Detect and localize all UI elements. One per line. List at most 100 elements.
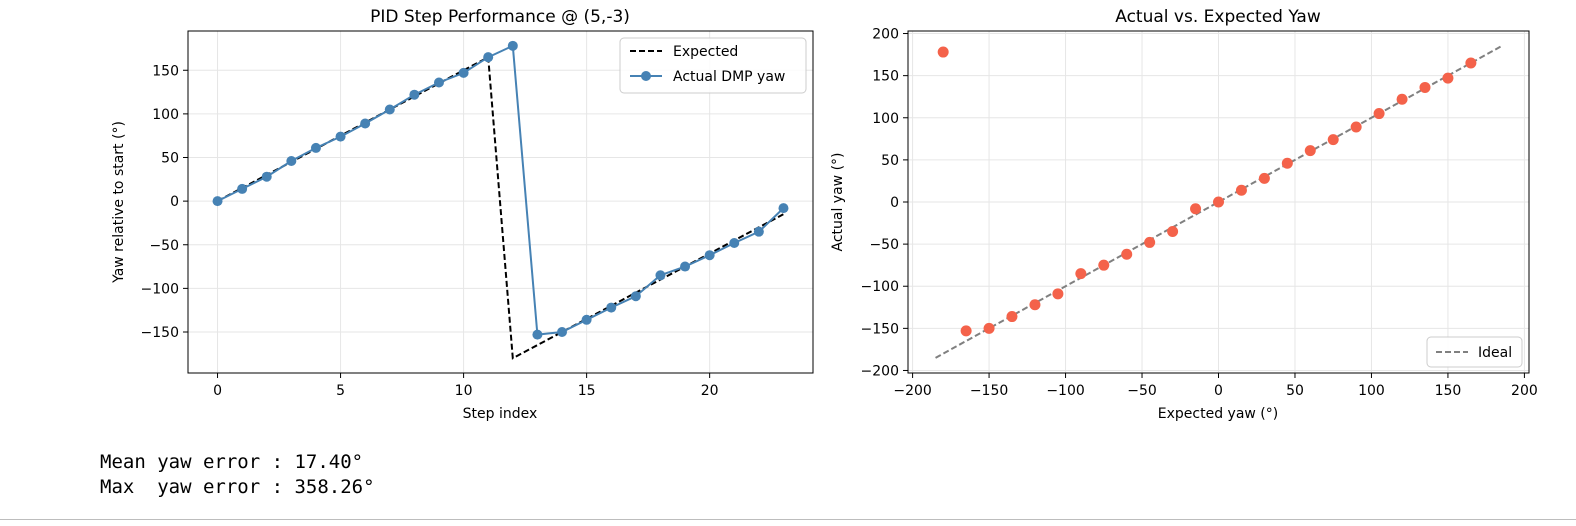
chart-left-xlabel: Step index — [463, 406, 538, 422]
cell-divider — [0, 519, 1576, 520]
chart-right: Actual vs. Expected Yaw −200 −150 −100 −50 0… — [830, 7, 1538, 422]
actual-point — [557, 326, 568, 337]
right-ytick-label: −100 — [861, 279, 899, 295]
actual-point — [680, 261, 691, 272]
chart-left-series — [212, 40, 789, 360]
legend-label-actual: Actual DMP yaw — [673, 69, 785, 85]
chart-left-legend: Expected Actual DMP yaw — [619, 37, 807, 94]
actual-point — [729, 238, 740, 249]
actual-point — [753, 226, 764, 237]
actual-point — [483, 52, 494, 63]
right-ytick-label: 0 — [890, 195, 899, 211]
actual-point — [286, 155, 297, 166]
right-xtick-label: 200 — [1511, 383, 1538, 399]
max-yaw-error-line: Max yaw error : 358.26° — [100, 476, 375, 498]
actual-point — [581, 314, 592, 325]
figure: PID Step Performance @ (5,-3) 0 5 10 15 20 −1… — [111, 7, 1538, 422]
chart-right-title: Actual vs. Expected Yaw — [1115, 7, 1321, 27]
actual-point — [704, 250, 715, 261]
right-ytick-label: −200 — [861, 363, 899, 379]
left-ytick-label: −100 — [141, 281, 179, 297]
actual-point — [433, 77, 444, 88]
scatter-point — [1304, 145, 1316, 157]
scatter-point — [1350, 121, 1362, 133]
actual-point — [655, 270, 666, 281]
actual-point — [778, 203, 789, 214]
left-xtick-label: 20 — [701, 383, 719, 399]
scatter-point — [1098, 259, 1110, 271]
scatter-point — [960, 325, 972, 337]
chart-right-legend: Ideal — [1426, 336, 1523, 368]
right-ytick-label: 100 — [872, 111, 899, 127]
actual-point — [384, 104, 395, 115]
scatter-point — [937, 46, 949, 58]
chart-right-ylabel: Actual yaw (°) — [830, 153, 846, 252]
mean-yaw-error-line: Mean yaw error : 17.40° — [100, 451, 364, 473]
legend-box — [619, 37, 807, 94]
scatter-point — [1121, 248, 1133, 260]
scatter-point — [1006, 311, 1018, 323]
right-ytick-label: 50 — [881, 153, 899, 169]
right-xtick-label: −100 — [1046, 383, 1084, 399]
scatter-point — [1442, 72, 1454, 84]
scatter-point — [1213, 196, 1224, 208]
right-ytick-label: 200 — [872, 27, 899, 43]
actual-point — [409, 89, 420, 100]
left-ytick-label: 100 — [152, 107, 179, 123]
chart-right-xlabel: Expected yaw (°) — [1158, 406, 1278, 422]
actual-point — [606, 302, 617, 313]
scatter-point — [1419, 81, 1431, 93]
left-ytick-label: −50 — [149, 238, 179, 254]
scatter-point — [1167, 225, 1179, 237]
actual-point — [261, 171, 272, 182]
left-xtick-label: 15 — [578, 383, 596, 399]
actual-point — [458, 67, 469, 78]
chart-right-series — [935, 45, 1502, 359]
actual-point — [237, 183, 248, 194]
left-xtick-label: 10 — [455, 383, 473, 399]
right-xtick-label: −150 — [970, 383, 1008, 399]
chart-left: PID Step Performance @ (5,-3) 0 5 10 15 20 −1… — [111, 7, 814, 422]
scatter-point — [1052, 288, 1064, 300]
actual-point — [212, 196, 223, 207]
right-xtick-label: 150 — [1435, 383, 1462, 399]
actual-point — [335, 131, 346, 142]
left-xtick-label: 5 — [336, 383, 345, 399]
right-ytick-label: 150 — [872, 69, 899, 85]
scatter-point — [1327, 134, 1339, 146]
chart-right-grid — [908, 31, 1529, 373]
scatter-point — [1029, 299, 1041, 311]
chart-left-title: PID Step Performance @ (5,-3) — [370, 7, 630, 27]
chart-left-plot-frame — [187, 30, 814, 374]
scatter-point — [1396, 93, 1408, 105]
legend-marker-actual — [641, 71, 651, 81]
left-ytick-label: 0 — [170, 194, 179, 210]
legend-label-ideal: Ideal — [1478, 345, 1512, 361]
right-ytick-label: −50 — [869, 237, 899, 253]
chart-left-ylabel: Yaw relative to start (°) — [111, 121, 127, 284]
right-xtick-label: 100 — [1358, 383, 1385, 399]
scatter-point — [1190, 203, 1202, 215]
actual-point — [310, 142, 321, 153]
actual-point — [360, 118, 371, 129]
right-xtick-label: −50 — [1127, 383, 1157, 399]
left-ytick-label: 50 — [161, 151, 179, 167]
left-ytick-label: 150 — [152, 63, 179, 79]
chart-left-ticks: 0 5 10 15 20 −150 −100 −50 0 50 100 150 — [141, 63, 719, 399]
left-xtick-label: 0 — [213, 383, 222, 399]
right-xtick-label: 50 — [1286, 383, 1304, 399]
scatter-point — [1258, 172, 1270, 184]
right-xtick-label: −200 — [893, 383, 931, 399]
right-ytick-label: −150 — [861, 321, 899, 337]
scatter-point — [1373, 108, 1385, 120]
actual-point — [532, 329, 543, 340]
scatter-point — [1075, 268, 1087, 280]
expected-line — [217, 55, 784, 360]
scatter-point — [1144, 236, 1156, 248]
legend-box-ideal — [1426, 336, 1523, 368]
scatter-point — [983, 322, 995, 334]
console-output: Mean yaw error : 17.40° Max yaw error : 3… — [100, 450, 375, 500]
legend-label-expected: Expected — [673, 44, 738, 60]
left-ytick-label: −150 — [141, 325, 179, 341]
scatter-point — [1465, 57, 1477, 69]
